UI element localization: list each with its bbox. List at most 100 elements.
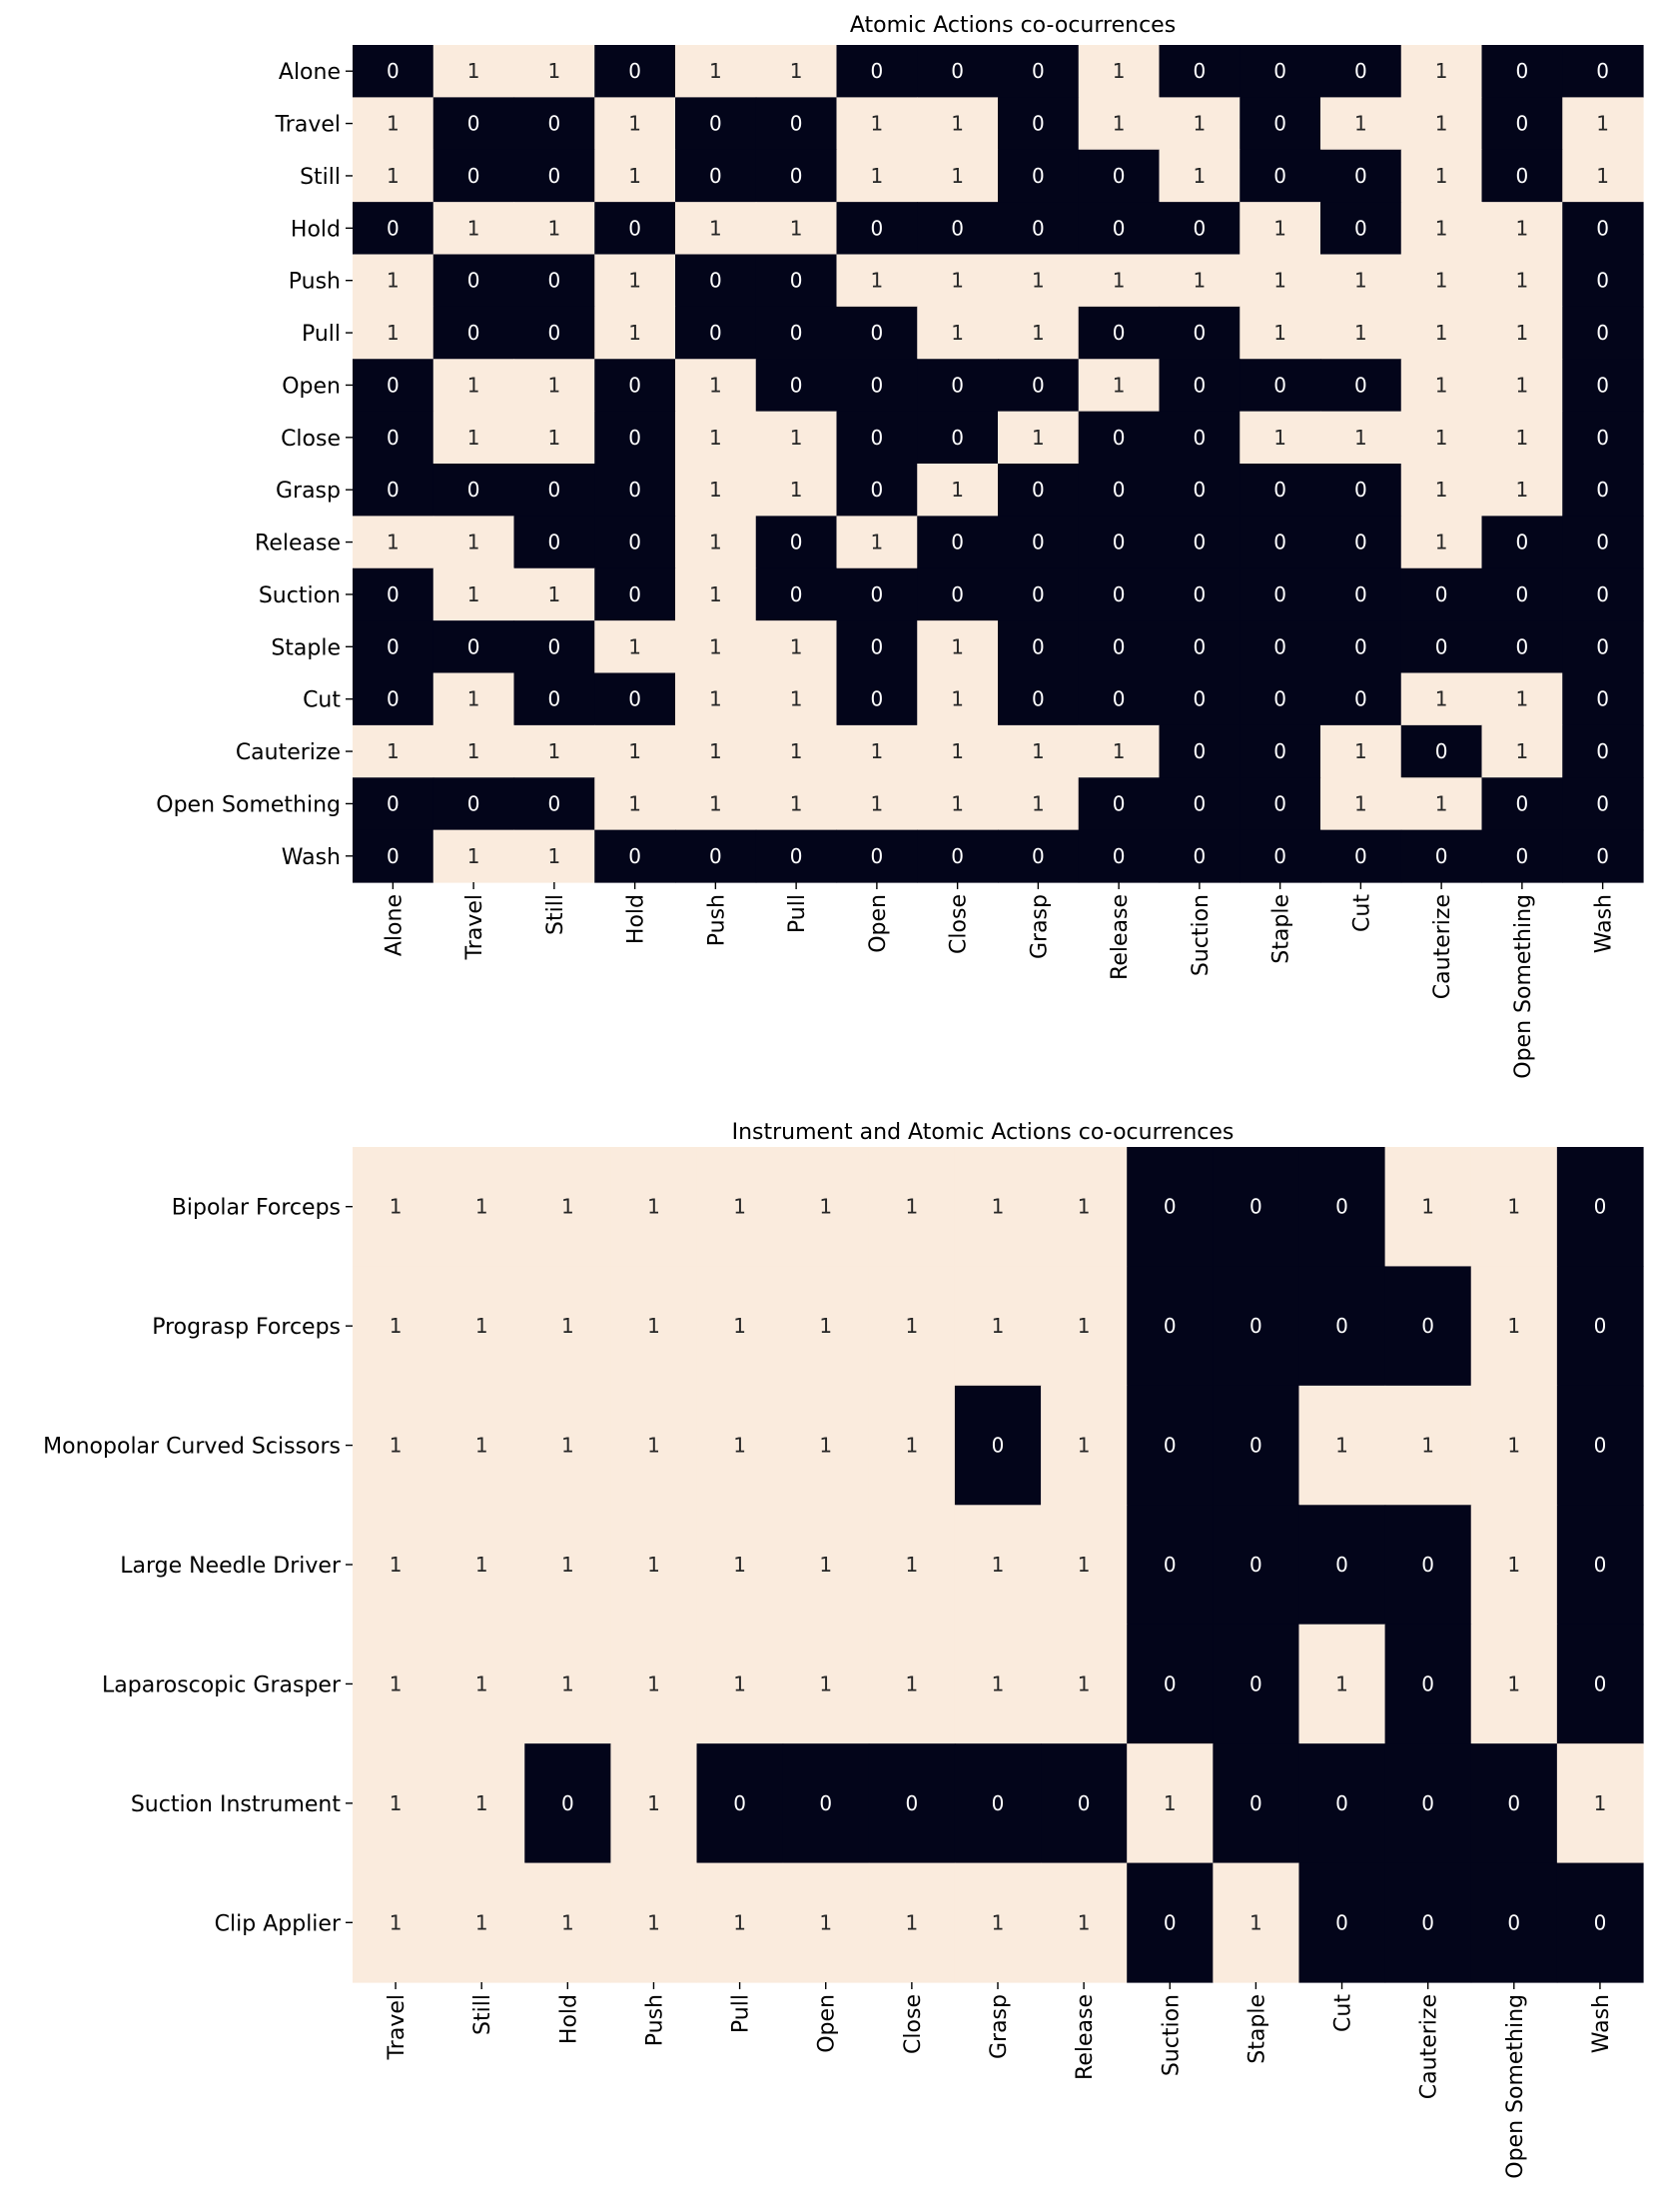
heatmap-cell xyxy=(594,672,676,726)
heatmap-cell xyxy=(353,777,434,831)
cell-value-label: 0 xyxy=(1249,1553,1262,1577)
heatmap-cell xyxy=(1078,777,1161,831)
cell-value-label: 1 xyxy=(709,59,722,83)
heatmap-cell xyxy=(998,567,1080,621)
cell-value-label: 1 xyxy=(733,1553,746,1577)
cell-value-label: 1 xyxy=(1435,112,1448,136)
heatmap-cell xyxy=(524,1385,611,1506)
cell-value-label: 1 xyxy=(906,1553,919,1577)
heatmap-cell xyxy=(1562,777,1644,831)
cell-value-label: 1 xyxy=(647,1671,660,1695)
y-tick-label: Close xyxy=(281,427,341,452)
cell-value-label: 0 xyxy=(628,687,641,711)
heatmap-cell xyxy=(594,567,676,621)
heatmap-cell xyxy=(432,202,515,256)
x-tick-label: Close xyxy=(947,894,972,954)
cell-value-label: 1 xyxy=(1194,164,1207,188)
heatmap-cell xyxy=(1127,1624,1214,1744)
heatmap-cell xyxy=(1400,306,1483,360)
x-tick-label: Push xyxy=(704,894,729,946)
cell-value-label: 0 xyxy=(1113,164,1126,188)
heatmap-cell xyxy=(755,97,838,151)
heatmap-cell xyxy=(353,1862,439,1983)
atomic-actions-heatmap: Atomic Actions co-ocurrences 0 1 1 0 1 1 0 0 0 1 0… xyxy=(156,13,1644,1079)
cell-value-label: 0 xyxy=(1335,1314,1348,1338)
cell-value-label: 1 xyxy=(1507,1434,1520,1458)
heatmap-cell xyxy=(836,777,918,831)
cell-value-label: 1 xyxy=(733,1910,746,1934)
cell-value-label: 0 xyxy=(1354,687,1367,711)
cell-value-label: 1 xyxy=(1435,373,1448,397)
cell-value-label: 0 xyxy=(1596,531,1609,554)
cell-value-label: 0 xyxy=(1594,1671,1607,1695)
cell-value-label: 1 xyxy=(628,739,641,763)
heatmap-cell xyxy=(1159,777,1241,831)
cell-value-label: 0 xyxy=(871,216,884,240)
x-tick-label: Cut xyxy=(1349,894,1374,932)
cell-value-label: 0 xyxy=(548,791,561,815)
cell-value-label: 1 xyxy=(467,426,480,450)
heatmap-cell xyxy=(432,45,515,98)
cell-value-label: 0 xyxy=(387,59,400,83)
heatmap-cell xyxy=(1400,359,1483,413)
cell-value-label: 0 xyxy=(1194,531,1207,554)
heatmap-cell xyxy=(836,516,918,569)
heatmap-cell xyxy=(1320,306,1402,360)
heatmap-cell xyxy=(1320,777,1402,831)
heatmap-cell xyxy=(1078,306,1161,360)
cell-value-label: 0 xyxy=(467,634,480,658)
heatmap-cell xyxy=(954,1505,1042,1626)
heatmap-cell xyxy=(524,1266,611,1387)
heatmap-cell xyxy=(432,97,515,151)
x-tick-label: Release xyxy=(1073,1994,1098,2080)
heatmap-cell xyxy=(1556,1624,1644,1744)
heatmap-cell xyxy=(917,202,999,256)
heatmap-cell xyxy=(1078,149,1161,203)
heatmap-cell xyxy=(353,672,434,726)
heatmap-cell xyxy=(438,1505,525,1626)
x-tick-label: Cut xyxy=(1331,1994,1356,2032)
heatmap-cell xyxy=(675,202,757,256)
heatmap-cell xyxy=(594,620,676,674)
cell-value-label: 0 xyxy=(790,164,803,188)
cell-value-label: 0 xyxy=(561,1791,574,1815)
heatmap-cell xyxy=(1320,672,1402,726)
heatmap-cell xyxy=(868,1505,956,1626)
heatmap-cell xyxy=(1320,516,1402,569)
cell-value-label: 0 xyxy=(1194,634,1207,658)
heatmap-cell xyxy=(1240,306,1321,360)
heatmap-cell xyxy=(1562,359,1644,413)
heatmap-cell xyxy=(998,829,1080,883)
heatmap-cell xyxy=(675,672,757,726)
heatmap-cell xyxy=(353,464,434,517)
cell-value-label: 0 xyxy=(1273,164,1286,188)
cell-value-label: 0 xyxy=(1354,634,1367,658)
cell-value-label: 1 xyxy=(1516,269,1529,293)
cell-value-label: 1 xyxy=(1421,1434,1434,1458)
cell-value-label: 0 xyxy=(1596,478,1609,502)
heatmap-cell xyxy=(696,1385,784,1506)
cell-value-label: 0 xyxy=(1596,739,1609,763)
heatmap-cell xyxy=(438,1743,525,1864)
heatmap-cell xyxy=(1078,97,1161,151)
cell-value-label: 1 xyxy=(790,739,803,763)
heatmap-cell xyxy=(438,1624,525,1744)
heatmap-cell xyxy=(1240,777,1321,831)
cell-value-label: 1 xyxy=(1032,269,1045,293)
heatmap-cell xyxy=(755,306,838,360)
cell-value-label: 0 xyxy=(1596,582,1609,606)
cell-value-label: 0 xyxy=(1594,1314,1607,1338)
cell-value-label: 1 xyxy=(1516,321,1529,345)
heatmap-cell xyxy=(836,45,918,98)
heatmap-cell xyxy=(1562,672,1644,726)
cell-value-label: 1 xyxy=(1516,426,1529,450)
heatmap-cell xyxy=(1078,359,1161,413)
heatmap-cell xyxy=(836,620,918,674)
heatmap-cell xyxy=(1470,1266,1558,1387)
cell-value-label: 0 xyxy=(387,373,400,397)
cell-value-label: 1 xyxy=(951,739,964,763)
heatmap-cell xyxy=(1127,1385,1214,1506)
heatmap-cell xyxy=(353,45,434,98)
heatmap-cell xyxy=(1159,724,1241,778)
